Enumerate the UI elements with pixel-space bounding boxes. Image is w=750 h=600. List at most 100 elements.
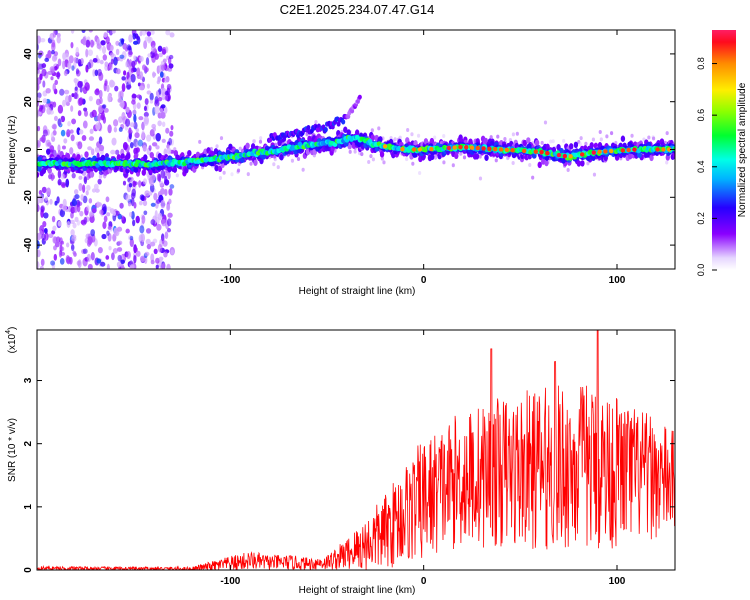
noise-speck bbox=[37, 35, 42, 44]
noise-speck bbox=[100, 114, 105, 121]
noise-speck bbox=[96, 152, 100, 160]
ridge-halo-mark bbox=[628, 153, 633, 160]
noise-speck bbox=[102, 221, 107, 230]
noise-speck bbox=[57, 220, 62, 227]
noise-speck bbox=[128, 59, 132, 67]
noise-speck bbox=[129, 235, 134, 241]
noise-speck bbox=[71, 118, 77, 125]
noise-speck bbox=[105, 196, 110, 203]
noise-speck bbox=[104, 64, 109, 71]
noise-speck bbox=[155, 257, 160, 264]
noise-speck bbox=[146, 90, 152, 95]
noise-speck bbox=[39, 265, 44, 269]
noise-speck bbox=[551, 139, 555, 144]
noise-speck bbox=[99, 209, 104, 215]
noise-speck bbox=[134, 247, 138, 252]
noise-speck bbox=[158, 52, 163, 58]
noise-speck bbox=[51, 55, 58, 62]
noise-speck bbox=[59, 88, 65, 96]
ridge-halo-mark bbox=[483, 137, 488, 145]
ridge-peak-mark bbox=[498, 147, 504, 152]
noise-speck bbox=[108, 62, 113, 71]
noise-speck bbox=[370, 128, 374, 133]
noise-speck bbox=[143, 40, 148, 50]
noise-speck bbox=[52, 225, 57, 232]
upper-branch-mark bbox=[306, 124, 311, 131]
noise-speck bbox=[135, 128, 140, 133]
noise-speck bbox=[164, 188, 168, 197]
noise-speck bbox=[95, 98, 101, 106]
ridge-halo-mark bbox=[141, 169, 146, 176]
noise-speck bbox=[105, 36, 110, 44]
noise-speck bbox=[51, 42, 56, 52]
ridge-peak-mark bbox=[411, 147, 417, 152]
ridge-peak-mark bbox=[522, 148, 527, 154]
noise-speck bbox=[157, 212, 163, 221]
noise-speck bbox=[85, 39, 91, 48]
noise-speck bbox=[70, 42, 74, 49]
colorbar-tick-label: 0.8 bbox=[696, 57, 706, 70]
noise-speck bbox=[164, 95, 168, 101]
noise-speck bbox=[160, 188, 165, 195]
noise-speck bbox=[433, 155, 438, 160]
ridge-peak-mark bbox=[562, 153, 567, 159]
colorbar-axis: 0.0 0.2 0.4 0.6 0.8 bbox=[696, 57, 717, 276]
noise-speck bbox=[389, 135, 393, 140]
noise-speck bbox=[60, 240, 65, 245]
noise-speck bbox=[64, 95, 70, 104]
noise-speck bbox=[42, 98, 48, 104]
ridge-halo-mark bbox=[89, 171, 95, 178]
noise-speck bbox=[118, 126, 123, 132]
noise-speck bbox=[592, 172, 597, 177]
noise-speck bbox=[47, 142, 52, 147]
noise-speck bbox=[540, 140, 544, 145]
noise-speck bbox=[38, 190, 43, 195]
noise-speck bbox=[511, 132, 516, 137]
noise-speck bbox=[59, 208, 66, 218]
noise-speck bbox=[106, 30, 111, 33]
noise-speck bbox=[599, 137, 603, 142]
noise-speck bbox=[161, 121, 166, 128]
noise-speck bbox=[152, 71, 156, 78]
ridge-halo-mark bbox=[47, 167, 52, 174]
noise-speck bbox=[105, 255, 110, 260]
noise-speck bbox=[290, 158, 295, 163]
noise-speck bbox=[116, 261, 122, 268]
noise-speck bbox=[133, 147, 138, 155]
noise-speck bbox=[360, 152, 364, 157]
noise-speck bbox=[73, 252, 77, 257]
noise-speck bbox=[60, 181, 66, 187]
noise-speck bbox=[433, 135, 437, 140]
noise-speck bbox=[160, 64, 166, 71]
ridge-halo-mark bbox=[544, 159, 549, 167]
noise-speck bbox=[258, 139, 263, 144]
noise-speck bbox=[157, 243, 163, 253]
spectrogram-x-axis: -100 0 100 bbox=[220, 30, 626, 286]
noise-speck bbox=[52, 83, 56, 92]
noise-speck bbox=[142, 178, 148, 185]
noise-speck bbox=[98, 174, 103, 179]
noise-speck bbox=[367, 159, 371, 164]
noise-speck bbox=[44, 103, 50, 108]
noise-speck bbox=[222, 170, 226, 175]
noise-speck bbox=[161, 219, 167, 227]
noise-speck bbox=[37, 249, 41, 258]
noise-speck bbox=[136, 250, 141, 257]
noise-speck bbox=[163, 106, 168, 114]
noise-speck bbox=[146, 31, 152, 37]
noise-speck bbox=[87, 49, 93, 56]
noise-speck bbox=[57, 58, 62, 67]
noise-speck bbox=[37, 70, 41, 75]
noise-speck bbox=[90, 39, 94, 48]
noise-speck bbox=[76, 205, 81, 213]
noise-speck bbox=[166, 228, 172, 233]
noise-speck bbox=[160, 199, 166, 209]
noise-speck bbox=[40, 258, 45, 267]
ridge-halo-mark bbox=[573, 141, 579, 149]
ridge-halo-mark bbox=[354, 129, 360, 136]
noise-speck bbox=[51, 174, 55, 180]
noise-speck bbox=[86, 173, 90, 181]
y-tick-label: 3 bbox=[23, 377, 34, 383]
noise-speck bbox=[598, 130, 602, 135]
noise-speck bbox=[145, 238, 151, 245]
